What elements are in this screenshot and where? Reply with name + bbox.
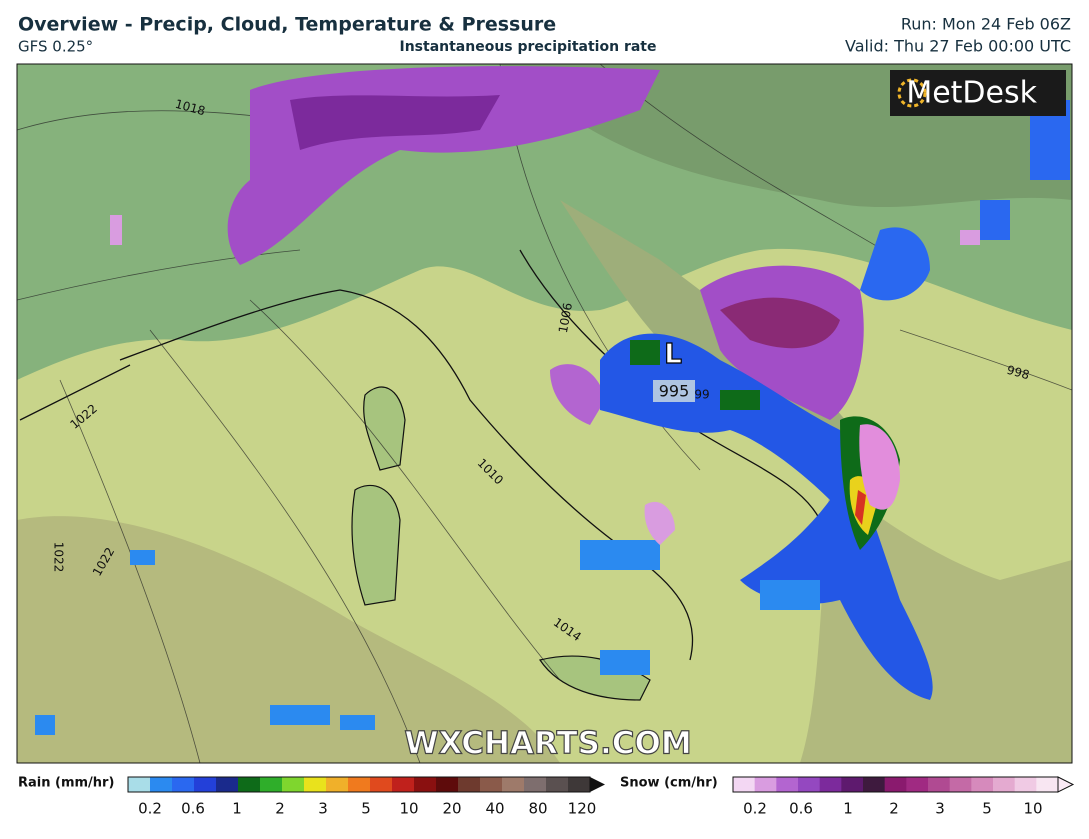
isobar-label: 998: [1005, 363, 1031, 382]
snow-swatch: [819, 777, 842, 792]
rain-swatch: [568, 777, 591, 792]
snow-swatch: [949, 777, 972, 792]
rain-swatch: [172, 777, 195, 792]
snow-swatch: [971, 777, 994, 792]
snow-bar-frame: [732, 776, 1059, 793]
rain-tick-label: 5: [361, 800, 371, 818]
rain-swatch: [216, 777, 239, 792]
rain-swatch: [370, 777, 393, 792]
snow-tick-label: 1: [843, 800, 853, 818]
rain-swatch: [458, 777, 481, 792]
title: Overview - Precip, Cloud, Temperature & …: [18, 14, 556, 36]
rain-swatch: [546, 777, 569, 792]
rain-swatch: [348, 777, 371, 792]
rain-swatch: [436, 777, 459, 792]
rain-swatch: [392, 777, 415, 792]
snow-swatch: [1014, 777, 1037, 792]
rain-tick-label: 20: [442, 800, 461, 818]
map: [17, 64, 1072, 763]
snow-swatch: [928, 777, 951, 792]
rain-swatch: [326, 777, 349, 792]
rain-swatch: [194, 777, 217, 792]
rain-tick-label: 0.6: [181, 800, 205, 818]
snow-tick-label: 2: [889, 800, 899, 818]
snow-tick-label: 5: [982, 800, 992, 818]
isobar-label: 99: [694, 388, 709, 402]
rain-arrow: [590, 777, 605, 792]
rain-swatch: [238, 777, 261, 792]
valid: Valid: Thu 27 Feb 00:00 UTC: [845, 37, 1071, 56]
snow-tick-label: 3: [935, 800, 945, 818]
rain-swatch: [524, 777, 547, 792]
snow-swatch: [798, 777, 821, 792]
map-frame: [16, 63, 1073, 764]
isobar-label: 1006: [556, 302, 575, 335]
snow-title: Snow (cm/hr): [620, 776, 718, 791]
rain-tick-label: 40: [485, 800, 504, 818]
rain-tick-label: 3: [318, 800, 328, 818]
rain-tick-label: 120: [568, 800, 597, 818]
rain-swatch: [304, 777, 327, 792]
snow-swatch: [884, 777, 907, 792]
watermark: WXCHARTS.COM: [404, 726, 691, 762]
snow-swatch: [841, 777, 864, 792]
snow-swatch: [1036, 777, 1059, 792]
rain-swatch: [282, 777, 305, 792]
snow-swatch: [993, 777, 1016, 792]
low-symbol: L: [664, 337, 682, 370]
snow-tick-label: 0.6: [789, 800, 813, 818]
snow-swatch: [863, 777, 886, 792]
rain-tick-label: 2: [275, 800, 285, 818]
rain-bar-frame: [127, 776, 591, 793]
rain-title: Rain (mm/hr): [18, 776, 114, 791]
snow-swatch: [754, 777, 777, 792]
snow-tick-label: 10: [1023, 800, 1042, 818]
snow-swatch: [776, 777, 799, 792]
rain-tick-label: 80: [528, 800, 547, 818]
run: Run: Mon 24 Feb 06Z: [901, 15, 1071, 34]
rain-tick-label: 0.2: [138, 800, 162, 818]
rain-swatch: [260, 777, 283, 792]
snow-arrow: [1057, 776, 1075, 793]
subtitle: Instantaneous precipitation rate: [400, 39, 657, 55]
rain-swatch: [502, 777, 525, 792]
rain-swatch: [150, 777, 173, 792]
snow-tick-label: 0.2: [743, 800, 767, 818]
logo: MetDesk: [906, 76, 1037, 111]
rain-tick-label: 10: [399, 800, 418, 818]
rain-swatch: [480, 777, 503, 792]
snow-swatch: [906, 777, 929, 792]
model: GFS 0.25°: [18, 38, 93, 56]
rain-swatch: [414, 777, 437, 792]
rain-tick-label: 1: [232, 800, 242, 818]
isobar-label: 1022: [52, 542, 66, 573]
low-pressure: 995: [659, 382, 690, 401]
snow-swatch: [733, 777, 756, 792]
rain-swatch: [128, 777, 151, 792]
